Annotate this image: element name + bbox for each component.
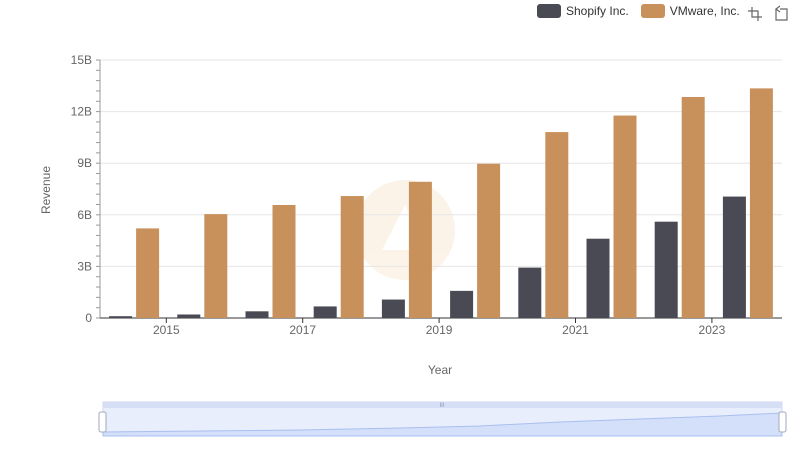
bar-vmware-2017[interactable] <box>340 196 364 318</box>
y-tick-label: 0 <box>85 311 92 325</box>
bar-shopify-2016[interactable] <box>245 311 269 318</box>
x-tick-label: 2017 <box>289 323 316 337</box>
slider-preview-area <box>102 412 783 437</box>
bar-vmware-2021[interactable] <box>613 115 637 318</box>
watermark-logo <box>355 180 455 280</box>
y-tick-label: 6B <box>77 208 92 222</box>
x-tick-label: 2019 <box>426 323 453 337</box>
bar-vmware-2022[interactable] <box>681 96 705 318</box>
legend-label-vmware: VMware, Inc. <box>669 4 740 18</box>
y-tick-label: 12B <box>71 105 92 119</box>
bar-vmware-2016[interactable] <box>272 204 296 318</box>
x-tick-label: 2023 <box>699 323 726 337</box>
zoom-reset-icon[interactable] <box>772 5 790 23</box>
bar-vmware-2014[interactable] <box>136 228 160 318</box>
slider-move-handle[interactable]: III <box>439 403 444 409</box>
axis-labels: Revenue Year <box>39 166 452 377</box>
legend-item-vmware[interactable]: VMware, Inc. <box>640 4 740 18</box>
bar-shopify-2015[interactable] <box>177 314 201 318</box>
bar-vmware-2015[interactable] <box>204 214 228 318</box>
axes: 0 3B 6B 9B 12B 15B 2015 2017 2019 2021 2023 <box>71 53 782 337</box>
zoom-area-icon[interactable] <box>746 5 764 23</box>
bar-shopify-2018[interactable] <box>381 299 405 318</box>
y-tick-label: 9B <box>77 156 92 170</box>
x-tick-label: 2021 <box>562 323 589 337</box>
bar-vmware-2023[interactable] <box>749 88 773 318</box>
bar-shopify-2021[interactable] <box>586 238 610 318</box>
legend-item-shopify[interactable]: Shopify Inc. <box>537 4 629 18</box>
legend-swatch-shopify <box>537 4 561 18</box>
y-tick-label: 3B <box>77 259 92 273</box>
bar-shopify-2019[interactable] <box>450 290 474 318</box>
legend: Shopify Inc. VMware, Inc. <box>537 4 752 18</box>
bar-shopify-2014[interactable] <box>109 316 133 318</box>
x-axis-title: Year <box>428 363 452 377</box>
y-tick-label: 15B <box>71 53 92 67</box>
x-tick-label: 2015 <box>153 323 180 337</box>
legend-swatch-vmware <box>640 4 665 18</box>
bar-vmware-2020[interactable] <box>545 132 569 318</box>
slider-top-bar[interactable] <box>103 402 782 408</box>
slider-handle-left[interactable] <box>98 411 107 433</box>
bars <box>109 88 773 318</box>
bar-vmware-2018[interactable] <box>408 181 432 318</box>
bar-vmware-2019[interactable] <box>477 163 501 318</box>
bar-shopify-2023[interactable] <box>722 196 746 318</box>
bar-shopify-2022[interactable] <box>654 221 678 318</box>
data-zoom-slider[interactable]: III <box>98 401 787 437</box>
y-axis-title: Revenue <box>39 166 53 214</box>
legend-label-shopify: Shopify Inc. <box>566 4 629 18</box>
bar-shopify-2017[interactable] <box>313 306 337 318</box>
slider-handle-right[interactable] <box>778 411 787 433</box>
bar-shopify-2020[interactable] <box>518 267 542 318</box>
